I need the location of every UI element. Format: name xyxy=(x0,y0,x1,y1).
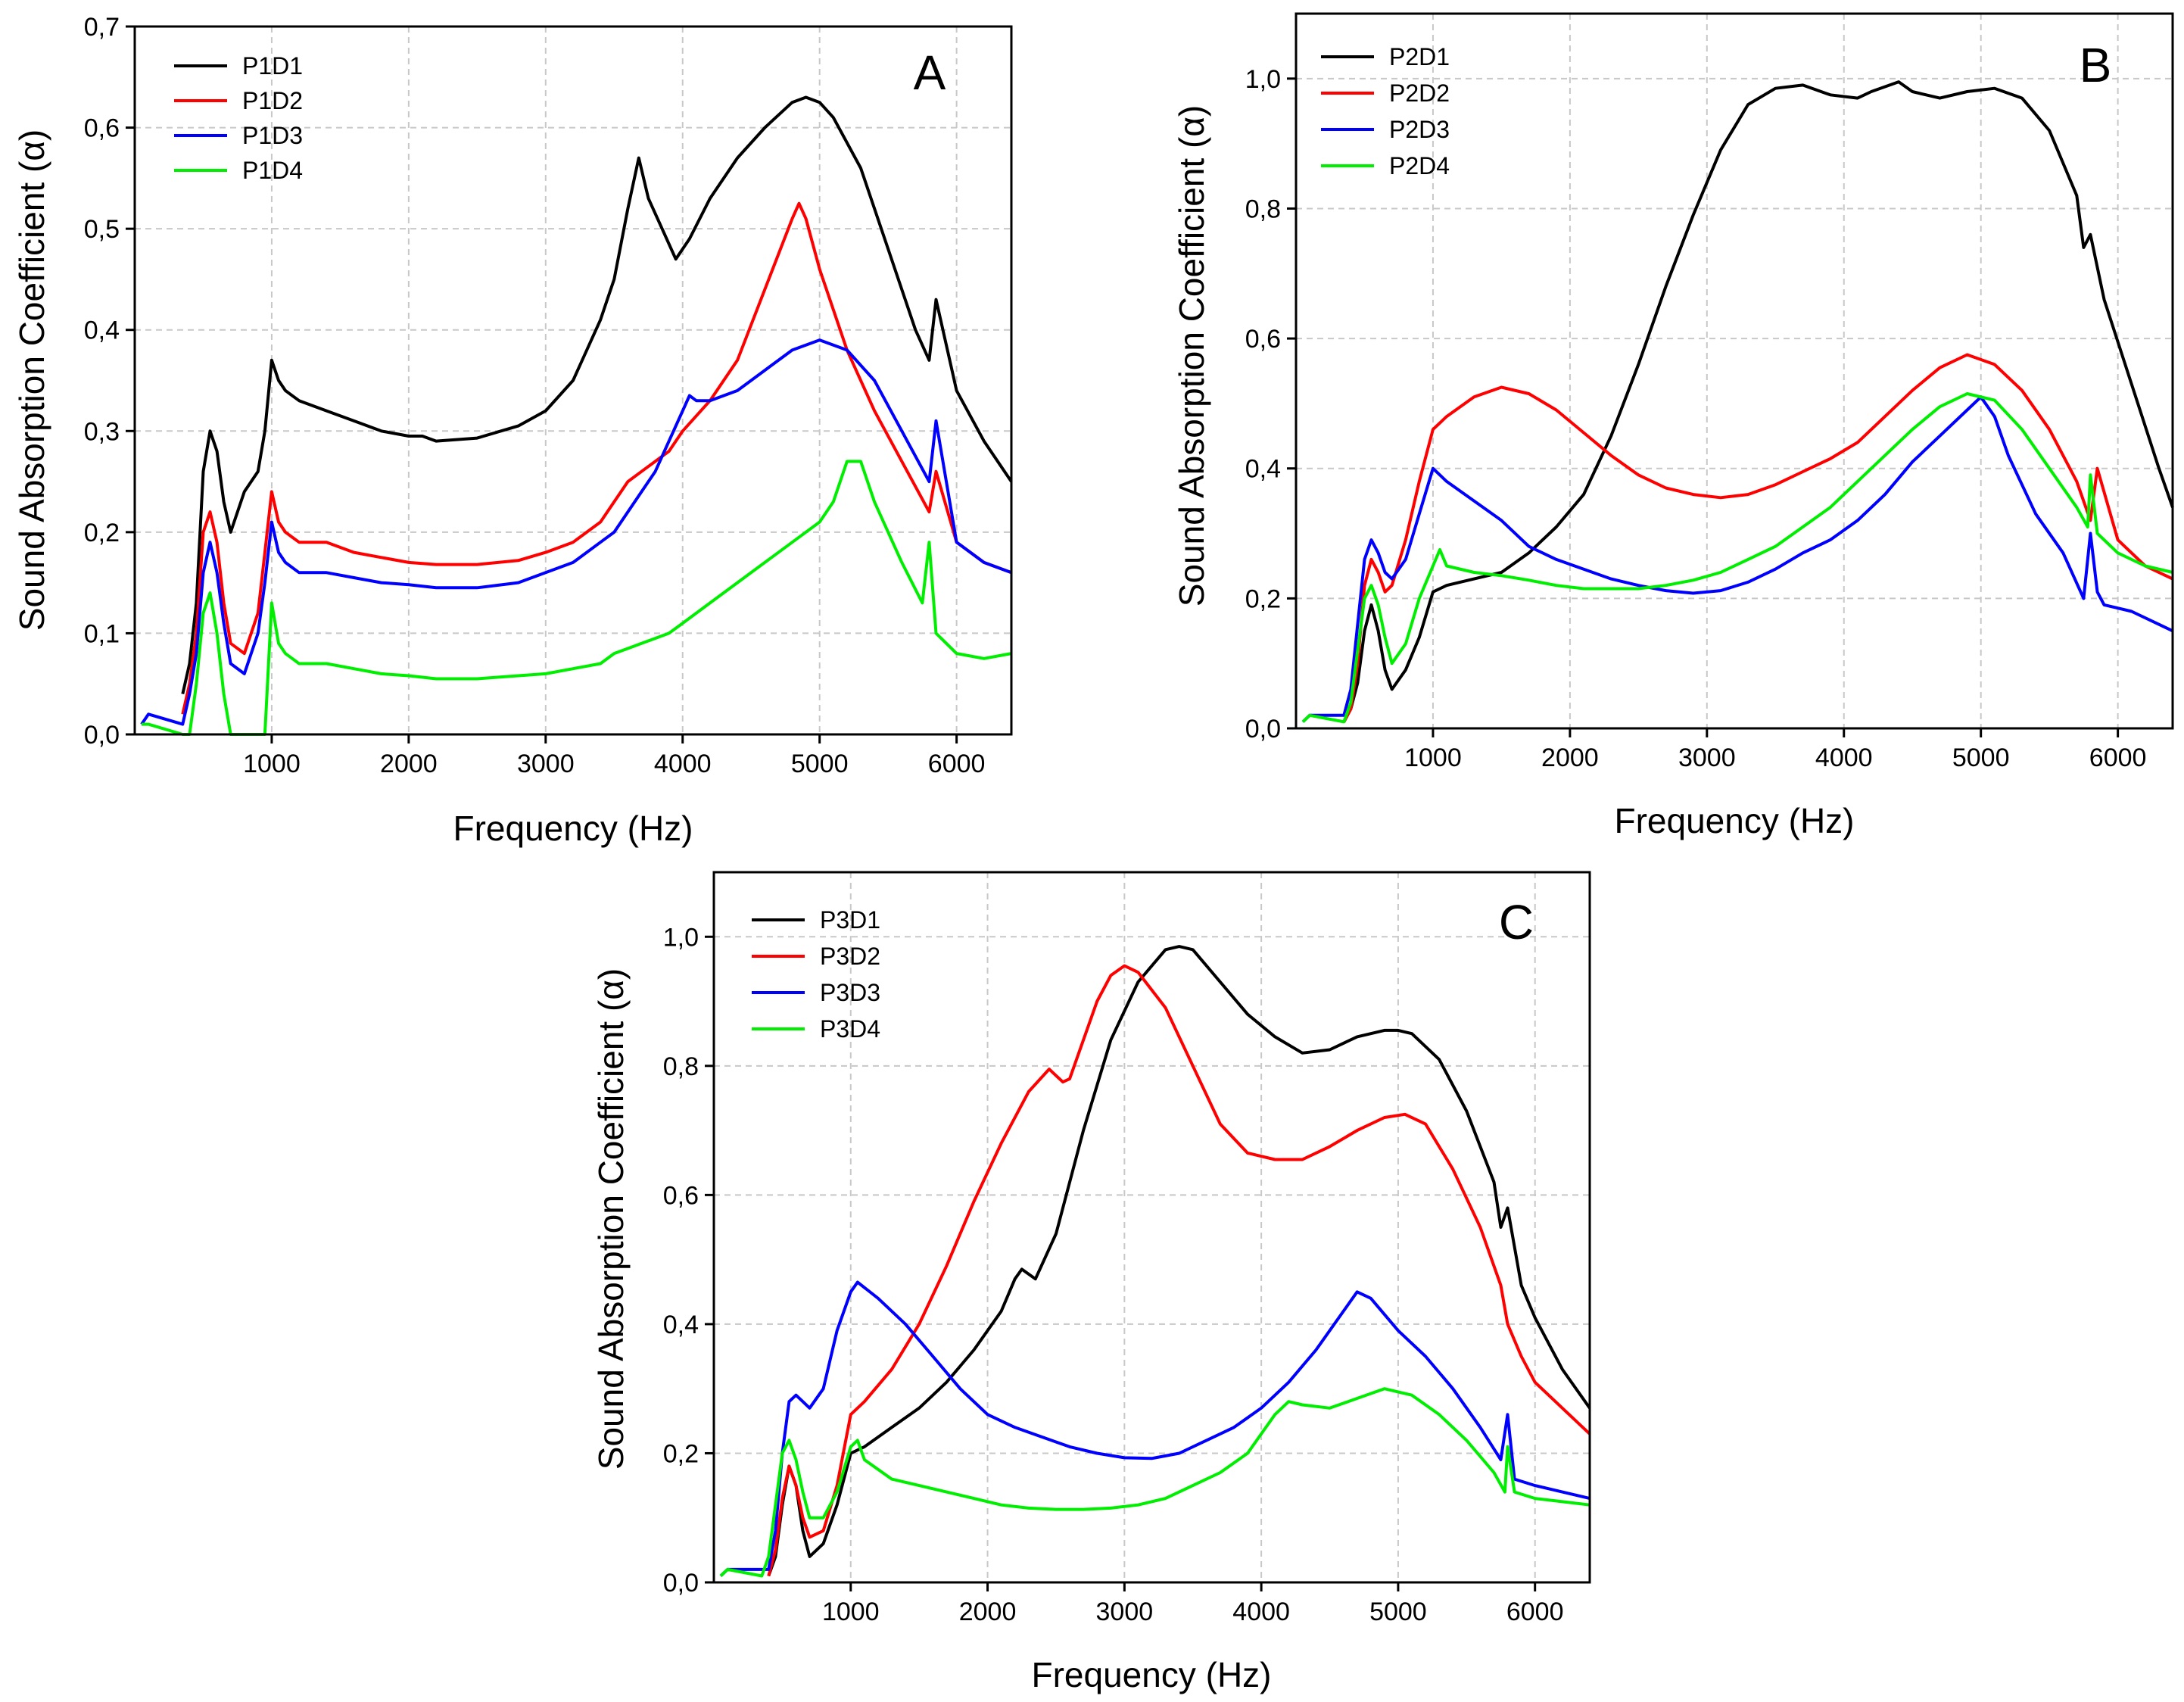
series-line-p2d1 xyxy=(1342,80,2174,723)
legend-label: P3D1 xyxy=(820,906,880,934)
legend-label: P1D2 xyxy=(242,87,303,114)
x-axis-title: Frequency (Hz) xyxy=(1032,1655,1272,1694)
x-axis-title: Frequency (Hz) xyxy=(453,809,693,848)
y-tick-label: 0,1 xyxy=(84,619,120,648)
y-tick-label: 0,5 xyxy=(84,215,120,244)
series-line-p2d3 xyxy=(1301,395,2173,723)
y-axis-title: Sound Absorption Coefficient (α) xyxy=(1172,105,1211,606)
x-tick-label: 4000 xyxy=(1815,743,1873,772)
legend-label: P2D3 xyxy=(1389,116,1450,143)
panel-b: 1000 2000 3000 4000 5000 6000 0,0 0,2 0,4 0,6 0,8 1… xyxy=(1172,12,2174,840)
legend: P3D1 P3D2 P3D3 P3D4 xyxy=(752,906,880,1043)
x-tick-label: 6000 xyxy=(2089,743,2147,772)
y-tick-label: 0,8 xyxy=(1245,195,1281,223)
y-tick-label: 0,2 xyxy=(663,1439,699,1468)
y-tick-label: 1,0 xyxy=(1245,65,1281,94)
y-tick-label: 0,4 xyxy=(1245,455,1281,484)
y-tick-label: 0,0 xyxy=(1245,715,1281,743)
y-tick-label: 0,2 xyxy=(84,519,120,547)
y-axis-title: Sound Absorption Coefficient (α) xyxy=(591,968,631,1470)
x-axis-title: Frequency (Hz) xyxy=(1615,801,1855,840)
series-line-p3d4 xyxy=(719,1387,1590,1578)
series-line-p3d2 xyxy=(767,964,1591,1577)
x-tick-label: 5000 xyxy=(1369,1598,1427,1626)
x-tick-label: 5000 xyxy=(791,750,849,778)
y-tick-label: 0,6 xyxy=(1245,325,1281,354)
y-tick-label: 0,3 xyxy=(84,417,120,446)
y-axis-title: Sound Absorption Coefficient (α) xyxy=(12,129,51,631)
legend-label: P1D1 xyxy=(242,52,303,79)
x-tick-label: 3000 xyxy=(1678,743,1736,772)
x-tick-label: 6000 xyxy=(928,750,986,778)
y-tick-label: 0,8 xyxy=(663,1052,699,1081)
y-tick-label: 0,2 xyxy=(1245,584,1281,613)
legend-label: P1D3 xyxy=(242,122,303,149)
y-tick-label: 0,6 xyxy=(84,114,120,143)
series-line-p2d2 xyxy=(1342,353,2173,723)
legend-label: P1D4 xyxy=(242,157,303,184)
x-tick-label: 5000 xyxy=(1952,743,2010,772)
plot-frame xyxy=(1295,12,2174,730)
series-line-p1d1 xyxy=(181,95,1013,695)
y-tick-label: 0,4 xyxy=(663,1311,699,1339)
legend-label: P3D3 xyxy=(820,979,880,1006)
plot-frame xyxy=(133,25,1013,736)
series-line-p1d3 xyxy=(140,338,1012,726)
panel-a: 1000 2000 3000 4000 5000 6000 0,0 0,1 0,2 0,3 0,4 0… xyxy=(12,13,1013,848)
x-tick-label: 2000 xyxy=(959,1598,1017,1626)
legend-label: P2D4 xyxy=(1389,152,1450,179)
series-line-p3d3 xyxy=(719,1280,1590,1577)
x-tick-label: 2000 xyxy=(1541,743,1599,772)
panel-letter: B xyxy=(2080,38,2112,92)
series-line-p1d4 xyxy=(142,460,1012,736)
x-tick-label: 1000 xyxy=(243,750,301,778)
series-line-p2d4 xyxy=(1301,392,2173,724)
panel-letter: A xyxy=(914,45,946,100)
legend: P2D1 P2D2 P2D3 P2D4 xyxy=(1321,43,1450,179)
y-tick-label: 1,0 xyxy=(663,923,699,952)
x-tick-label: 1000 xyxy=(822,1598,880,1626)
panel-c: 1000 2000 3000 4000 5000 6000 0,0 0,2 0,4 0,6 0,8 1… xyxy=(591,871,1591,1694)
legend: P1D1 P1D2 P1D3 P1D4 xyxy=(174,52,303,184)
x-tick-label: 2000 xyxy=(380,750,438,778)
x-tick-label: 3000 xyxy=(517,750,575,778)
legend-label: P3D4 xyxy=(820,1015,880,1043)
x-tick-label: 3000 xyxy=(1096,1598,1154,1626)
legend-label: P3D2 xyxy=(820,943,880,970)
x-tick-label: 6000 xyxy=(1506,1598,1564,1626)
legend-label: P2D1 xyxy=(1389,43,1450,70)
legend-label: P2D2 xyxy=(1389,79,1450,107)
plot-frame xyxy=(712,871,1591,1584)
x-tick-label: 4000 xyxy=(1232,1598,1290,1626)
y-tick-label: 0,6 xyxy=(663,1181,699,1210)
panel-letter: C xyxy=(1499,895,1534,949)
series-line-p1d2 xyxy=(181,201,1012,715)
y-tick-label: 0,4 xyxy=(84,316,120,345)
x-tick-label: 4000 xyxy=(654,750,712,778)
y-tick-label: 0,0 xyxy=(84,721,120,750)
x-tick-label: 1000 xyxy=(1404,743,1462,772)
y-tick-label: 0,7 xyxy=(84,13,120,42)
series-line-p3d1 xyxy=(767,945,1591,1577)
y-tick-label: 0,0 xyxy=(663,1569,699,1598)
